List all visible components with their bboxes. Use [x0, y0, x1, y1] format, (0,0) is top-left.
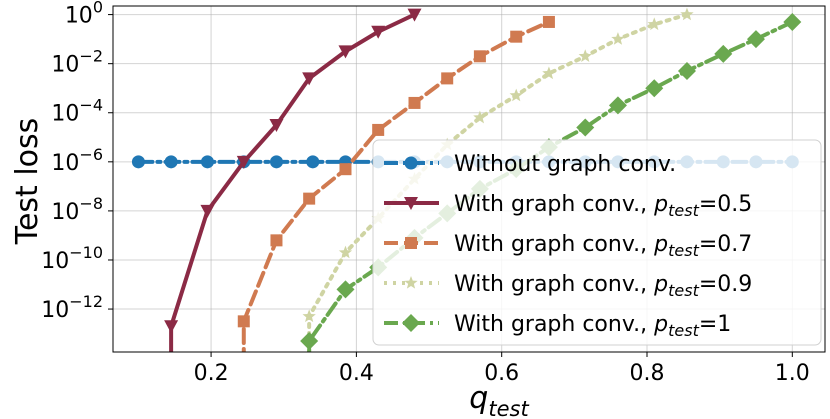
data-point — [542, 66, 556, 80]
legend-entry: With graph conv., ptest=1 — [384, 312, 731, 340]
data-point — [677, 62, 696, 81]
data-point — [441, 72, 454, 85]
y-axis-label: Test loss — [10, 118, 45, 246]
data-point — [608, 96, 627, 115]
data-point — [509, 88, 523, 102]
legend-entry: With graph conv., ptest=0.9 — [384, 272, 752, 300]
data-point — [714, 44, 733, 63]
x-tick-label: 1.0 — [775, 361, 810, 386]
data-point — [200, 155, 214, 169]
data-point — [303, 192, 316, 205]
x-tick-label: 0.6 — [484, 361, 519, 386]
data-point — [746, 30, 765, 49]
legend-marker — [404, 156, 418, 170]
data-point — [680, 7, 694, 21]
legend-label: With graph conv., ptest=0.5 — [454, 192, 752, 220]
data-point — [408, 96, 421, 109]
x-axis-ticks: 0.2 0.4 0.6 0.8 1.0 — [194, 352, 810, 386]
data-point — [339, 163, 352, 176]
y-tick-label: 10−2 — [51, 47, 103, 78]
series-2 — [164, 8, 422, 352]
data-point — [300, 331, 319, 350]
data-point — [338, 45, 353, 59]
data-point — [336, 280, 355, 299]
data-point — [542, 15, 555, 28]
data-point — [236, 155, 251, 169]
data-point — [269, 119, 284, 133]
x-tick-label: 0.8 — [630, 361, 665, 386]
x-tick-label: 0.4 — [339, 361, 374, 386]
data-point — [372, 123, 385, 136]
legend-label: With graph conv., ptest=0.9 — [454, 272, 752, 300]
data-point — [270, 234, 283, 247]
data-point — [645, 79, 664, 98]
data-point — [164, 320, 179, 334]
data-point — [783, 12, 802, 31]
x-tick-label: 0.2 — [194, 361, 229, 386]
data-point — [510, 30, 523, 43]
data-point — [306, 155, 320, 169]
data-point — [131, 155, 145, 169]
data-point — [269, 155, 283, 169]
legend: Without graph conv. With graph conv., pte… — [372, 139, 822, 346]
legend-box — [372, 139, 822, 346]
legend-entry: Without graph conv. — [384, 152, 676, 177]
legend-label: With graph conv., ptest=0.7 — [454, 232, 752, 260]
data-point — [371, 25, 386, 39]
data-point — [473, 50, 486, 63]
data-point — [164, 155, 178, 169]
x-axis-label: qtest — [469, 381, 529, 419]
y-tick-label: 10−8 — [51, 194, 103, 225]
y-tick-label: 10−10 — [41, 243, 103, 274]
plot-area — [112, 5, 826, 353]
legend-marker — [404, 197, 418, 210]
data-point — [407, 8, 422, 22]
data-point — [473, 110, 487, 124]
y-tick-label: 10−4 — [51, 96, 103, 127]
data-point — [338, 245, 353, 259]
data-point — [302, 309, 316, 323]
y-tick-label: 10−12 — [41, 292, 103, 323]
data-point — [302, 72, 317, 86]
y-tick-label: 10−6 — [51, 145, 103, 176]
legend-entry: With graph conv., ptest=0.7 — [384, 232, 752, 260]
legend-marker — [404, 276, 418, 289]
data-point — [237, 315, 250, 328]
legend-marker — [405, 237, 417, 249]
y-axis-ticks: 100 10−2 10−4 10−6 10−8 10−10 10−12 — [41, 0, 113, 323]
y-tick-label: 100 — [65, 0, 103, 29]
data-point — [200, 204, 215, 218]
data-point — [576, 118, 595, 137]
legend-label: With graph conv., ptest=1 — [454, 312, 731, 340]
legend-label: Without graph conv. — [454, 152, 676, 177]
data-point — [647, 17, 661, 31]
data-point — [611, 32, 625, 45]
legend-entry: With graph conv., ptest=0.5 — [384, 192, 752, 220]
series-3 — [237, 15, 555, 352]
legend-marker — [402, 314, 420, 332]
data-point — [578, 49, 592, 62]
